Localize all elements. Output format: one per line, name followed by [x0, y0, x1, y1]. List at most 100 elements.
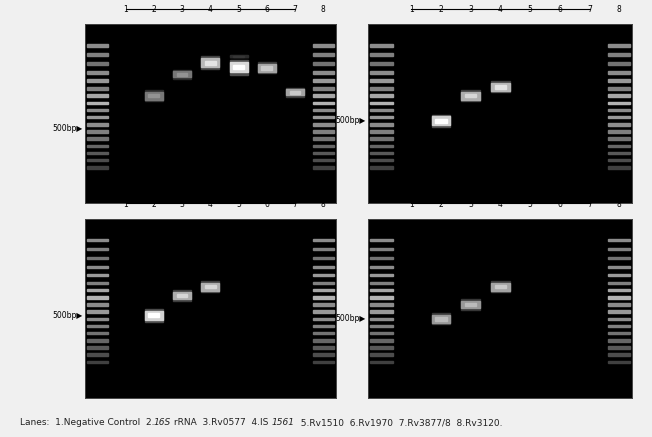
Bar — [608, 79, 630, 82]
Bar — [370, 53, 393, 56]
Bar — [370, 94, 393, 97]
Text: 5: 5 — [236, 200, 241, 208]
Bar — [87, 332, 108, 334]
Bar — [608, 361, 630, 363]
Bar — [608, 303, 630, 306]
Bar — [608, 332, 630, 334]
Text: 5: 5 — [236, 5, 241, 14]
Bar — [87, 116, 108, 118]
Bar — [313, 346, 334, 349]
Bar — [608, 257, 630, 259]
Bar — [87, 296, 108, 298]
Bar — [87, 303, 108, 306]
Bar — [313, 325, 334, 327]
Bar — [608, 53, 630, 56]
Bar — [436, 317, 447, 321]
Bar — [233, 65, 244, 69]
Bar — [495, 285, 506, 288]
Text: H37Rv: H37Rv — [194, 0, 226, 1]
Bar — [258, 62, 276, 73]
Bar — [370, 44, 393, 47]
Bar — [370, 145, 393, 147]
Bar — [87, 339, 108, 342]
Bar — [87, 257, 108, 259]
Bar — [87, 346, 108, 349]
Bar — [233, 56, 244, 57]
Bar — [313, 318, 334, 320]
Bar — [177, 73, 187, 76]
Bar — [370, 325, 393, 327]
Text: 3: 3 — [179, 5, 185, 14]
Text: 500bp▶: 500bp▶ — [336, 314, 366, 323]
Bar — [87, 289, 108, 291]
Bar — [177, 294, 187, 297]
Bar — [370, 296, 393, 298]
Bar — [87, 109, 108, 111]
Bar — [87, 44, 108, 47]
Bar — [608, 282, 630, 284]
Text: 6: 6 — [557, 5, 562, 14]
Text: 5.Rv1510  6.Rv1970  7.Rv3877/8  8.Rv3120.: 5.Rv1510 6.Rv1970 7.Rv3877/8 8.Rv3120. — [295, 418, 502, 427]
Text: Lanes:  1.Negative Control  2.: Lanes: 1.Negative Control 2. — [20, 418, 154, 427]
Bar — [370, 354, 393, 356]
Bar — [608, 116, 630, 118]
Text: 5: 5 — [527, 200, 533, 208]
Bar — [201, 283, 219, 291]
Text: 6: 6 — [264, 5, 269, 14]
Text: 7: 7 — [293, 5, 297, 14]
Bar — [313, 145, 334, 147]
Bar — [608, 62, 630, 65]
Bar — [495, 85, 506, 89]
Bar — [87, 53, 108, 56]
Bar — [370, 87, 393, 90]
Bar — [608, 109, 630, 111]
Bar — [87, 152, 108, 154]
Bar — [173, 290, 191, 301]
Bar — [370, 116, 393, 118]
Bar — [87, 325, 108, 327]
Bar — [465, 303, 477, 306]
Bar — [608, 248, 630, 250]
Bar — [313, 44, 334, 47]
Text: 2: 2 — [439, 200, 443, 208]
Text: 6: 6 — [557, 200, 562, 208]
Bar — [313, 339, 334, 342]
Bar — [313, 266, 334, 268]
Text: 4: 4 — [208, 200, 213, 208]
Bar — [87, 239, 108, 241]
Bar — [608, 166, 630, 169]
Bar — [145, 90, 163, 101]
Bar — [87, 266, 108, 268]
Bar — [87, 318, 108, 320]
Bar — [313, 53, 334, 56]
Bar — [608, 318, 630, 320]
Bar — [87, 159, 108, 161]
Bar — [491, 283, 510, 291]
Bar — [173, 291, 191, 299]
Bar — [370, 248, 393, 250]
Bar — [313, 102, 334, 104]
Bar — [87, 282, 108, 284]
Text: BCG Danish: BCG Danish — [471, 185, 529, 195]
Bar — [608, 123, 630, 125]
Bar — [370, 266, 393, 268]
Bar — [491, 81, 510, 92]
Text: rRNA  3.Rv0577  4.IS: rRNA 3.Rv0577 4.IS — [171, 418, 272, 427]
Text: 1561: 1561 — [272, 418, 295, 427]
Text: 2: 2 — [151, 200, 156, 208]
Text: BCG Pasteur: BCG Pasteur — [470, 0, 531, 1]
Bar — [205, 285, 216, 288]
Bar — [87, 87, 108, 90]
Bar — [432, 114, 451, 127]
Bar — [461, 299, 480, 310]
Text: 1: 1 — [409, 5, 413, 14]
Bar — [370, 166, 393, 169]
Bar — [87, 138, 108, 140]
Bar — [608, 274, 630, 276]
Bar — [370, 289, 393, 291]
Bar — [149, 94, 159, 97]
Text: 8: 8 — [617, 5, 621, 14]
Bar — [149, 313, 159, 317]
Bar — [608, 239, 630, 241]
Text: 500bp▶: 500bp▶ — [52, 125, 82, 133]
